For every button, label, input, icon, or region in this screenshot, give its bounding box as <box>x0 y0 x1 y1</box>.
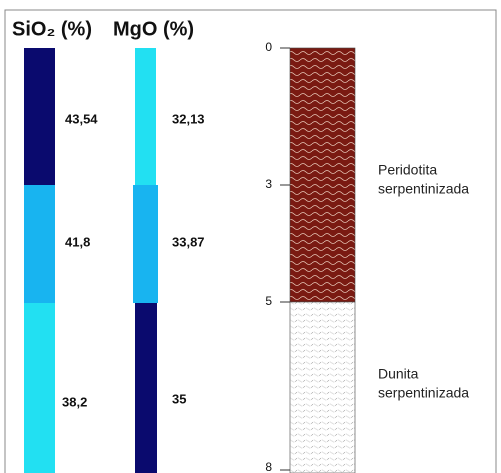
column-title: MgO (%) <box>113 18 194 40</box>
depth-label: 5 <box>265 294 272 308</box>
unit-label: serpentinizada <box>378 385 469 401</box>
segment <box>135 303 157 473</box>
value-label: 38,2 <box>62 394 87 409</box>
value-label: 41,8 <box>65 234 90 249</box>
unit-label: Dunita <box>378 366 419 382</box>
segment <box>133 185 158 303</box>
depth-label: 3 <box>265 177 272 191</box>
segment <box>24 48 55 185</box>
lithology <box>290 48 355 302</box>
log-diagram: SiO₂ (%) MgO (%) 43,54 41,8 38,2 32,13 3… <box>0 0 501 473</box>
segment <box>135 48 156 185</box>
segment <box>24 185 55 303</box>
value-label: 35 <box>172 391 186 406</box>
lithology <box>290 302 355 473</box>
unit-label: serpentinizada <box>378 181 469 197</box>
value-label: 32,13 <box>172 111 205 126</box>
column-title: SiO₂ (%) <box>12 18 92 40</box>
value-label: 33,87 <box>172 234 205 249</box>
unit-label: Peridotita <box>378 162 437 178</box>
value-label: 43,54 <box>65 111 98 126</box>
depth-label: 8 <box>265 460 272 473</box>
depth-label: 0 <box>265 40 272 54</box>
segment <box>24 303 55 473</box>
depth-axis: 0 3 5 8 <box>265 40 290 473</box>
